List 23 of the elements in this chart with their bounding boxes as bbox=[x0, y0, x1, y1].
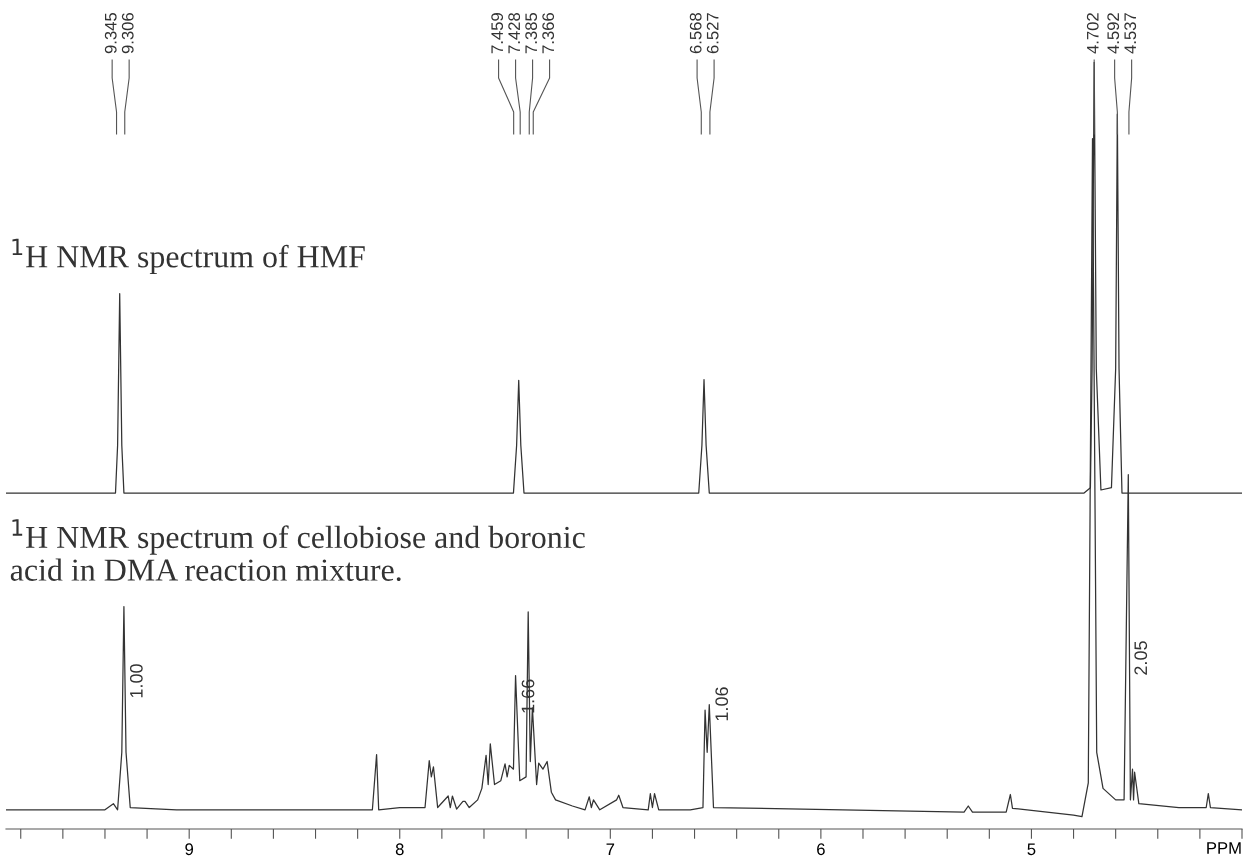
annotation: $^{1}$H NMR spectrum of cellobiose and boronic acid in DMA reaction mixture. bbox=[10, 519, 585, 582]
annotation: 4.592 bbox=[1107, 13, 1120, 54]
annotation: 6.568 bbox=[689, 13, 702, 54]
x-tick-label: 7 bbox=[606, 843, 615, 855]
annotation: 6.527 bbox=[706, 13, 719, 54]
annotation: 1.66 bbox=[521, 679, 535, 713]
annotation: 2.05 bbox=[1134, 641, 1148, 675]
annotation: 7.459 bbox=[491, 13, 504, 54]
annotation: $^{1}$H NMR spectrum of HMF bbox=[12, 238, 365, 275]
x-tick-label: 9 bbox=[185, 843, 194, 856]
annotation: 1.00 bbox=[129, 664, 143, 698]
annotation: 4.537 bbox=[1124, 13, 1137, 54]
annotation: 9.306 bbox=[121, 13, 134, 54]
x-tick-label: 6 bbox=[817, 843, 825, 856]
annotation: 7.385 bbox=[525, 12, 538, 54]
annotation: 1.06 bbox=[715, 687, 729, 721]
x-tick-label: 8 bbox=[395, 843, 404, 856]
annotation: 9.345 bbox=[104, 12, 117, 54]
annotation: 7.428 bbox=[508, 13, 521, 54]
x-tick-label: 5 bbox=[1027, 843, 1036, 856]
annotation: 7.366 bbox=[542, 13, 555, 54]
annotation: 4.702 bbox=[1086, 13, 1099, 54]
x-axis-title: PPM bbox=[1207, 842, 1241, 854]
